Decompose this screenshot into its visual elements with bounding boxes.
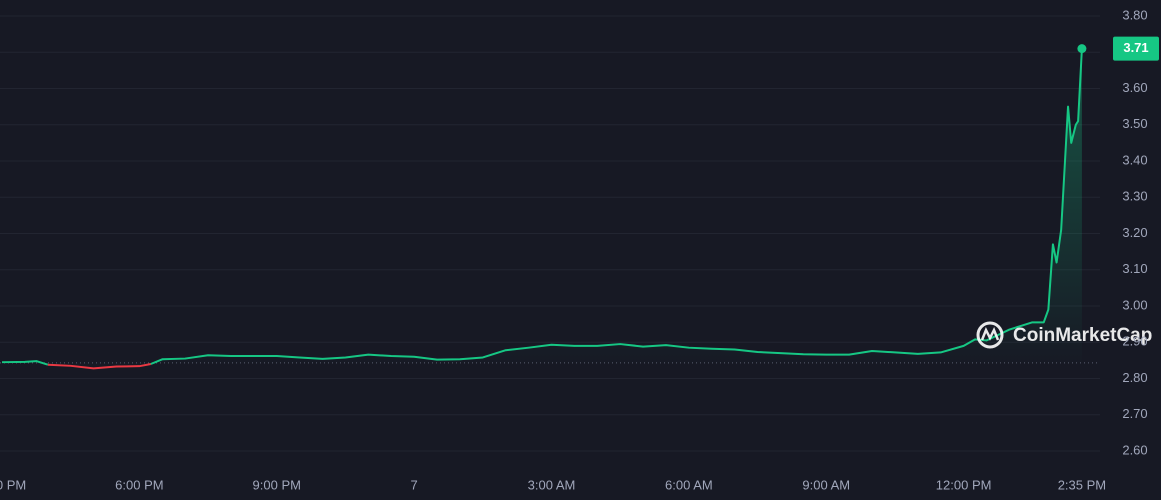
price-line <box>150 48 1083 365</box>
axes: 2.60 2.70 2.80 2.90 3.00 3.10 3.20 3.30 3.40 3.50… <box>0 7 1159 492</box>
watermark-text: CoinMarketCap <box>1013 325 1152 346</box>
x-tick-label: 9:00 PM <box>253 477 301 492</box>
x-tick-label: 6:00 PM <box>115 477 163 492</box>
x-tick-label: 3:00 PM <box>0 477 26 492</box>
y-tick-label: 3.00 <box>1122 297 1147 312</box>
x-tick-label: 3:00 AM <box>528 477 576 492</box>
y-tick-label: 3.60 <box>1122 80 1147 95</box>
last-point <box>1077 44 1087 54</box>
plot <box>1 44 1087 370</box>
y-tick-label: 2.70 <box>1122 406 1147 421</box>
y-tick-label: 3.30 <box>1122 189 1147 204</box>
logo-mark <box>980 326 1000 341</box>
x-tick-label: 9:00 AM <box>802 477 850 492</box>
x-tick-label: 6:00 AM <box>665 477 713 492</box>
price-line <box>1 360 49 366</box>
y-tick-label: 2.90 <box>1122 334 1147 349</box>
price-tag <box>1113 36 1159 61</box>
y-tick-label: 2.80 <box>1122 370 1147 385</box>
y-tick-label: 3.40 <box>1122 152 1147 167</box>
logo <box>976 321 1004 349</box>
price-tag-label: 3.71 <box>1123 40 1148 55</box>
watermark: CoinMarketCap <box>976 321 1152 349</box>
y-tick-label: 3.50 <box>1122 116 1147 131</box>
y-tick-label: 3.20 <box>1122 225 1147 240</box>
x-tick-label: 2:35 PM <box>1058 477 1106 492</box>
x-tick-label: 12:00 PM <box>936 477 992 492</box>
price-line <box>47 363 152 370</box>
y-tick-label: 3.10 <box>1122 261 1147 276</box>
y-tick-label: 3.80 <box>1122 7 1147 22</box>
y-tick-label: 2.60 <box>1122 442 1147 457</box>
x-tick-label: 7 <box>411 477 418 492</box>
